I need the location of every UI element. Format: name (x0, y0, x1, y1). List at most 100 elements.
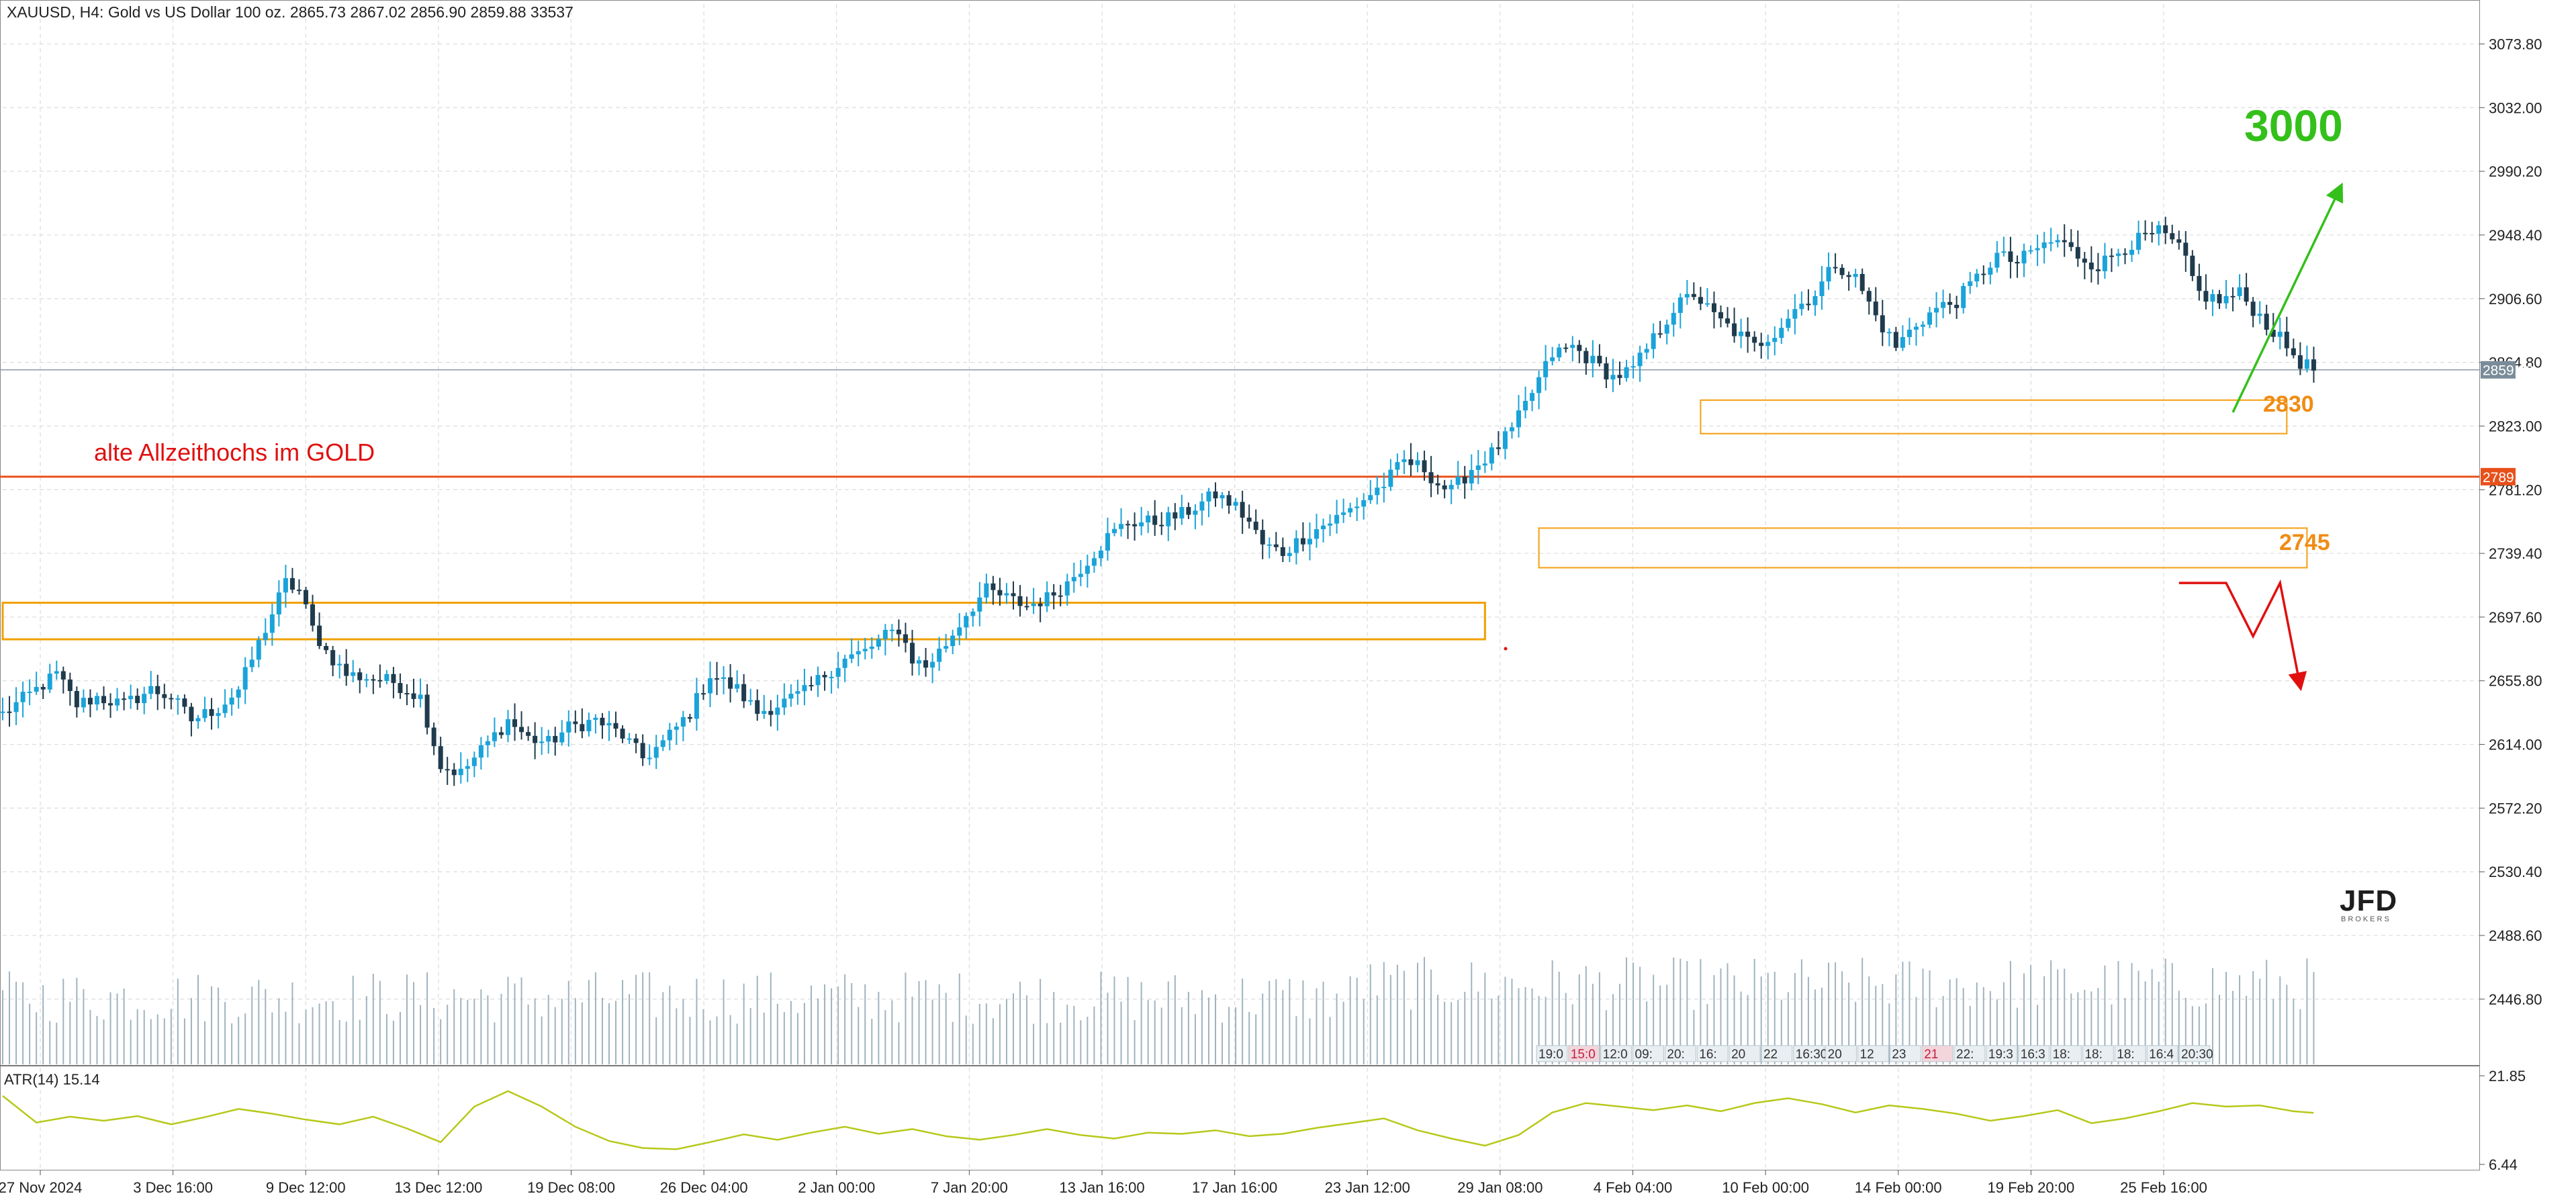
candle-bull (1799, 304, 1804, 310)
candle-bear (1253, 521, 1258, 530)
session-label: 18: (2053, 1048, 2070, 1062)
candle-bear (498, 732, 504, 735)
candle-bear (2150, 232, 2155, 234)
candle-bull (242, 667, 248, 690)
session-label: 16:30 (1796, 1048, 1828, 1062)
candle-bull (802, 685, 807, 692)
candle-bull (1341, 512, 1346, 515)
candle-bull (1004, 593, 1009, 596)
candle-bull (1961, 285, 1966, 308)
session-label: 22 (1763, 1048, 1778, 1062)
candle-bear (2250, 302, 2256, 316)
candle-bull (1502, 431, 1508, 449)
time-tick-label: 13 Dec 12:00 (394, 1179, 482, 1196)
candle-bear (2291, 348, 2296, 356)
candle-bull (1334, 514, 1340, 524)
candle-bull (276, 592, 281, 614)
candle-bear (1725, 318, 1731, 324)
candle-bear (330, 650, 336, 665)
candle-bear (1846, 275, 1851, 277)
candle-bull (1166, 512, 1171, 526)
session-label: 16:3 (2021, 1048, 2045, 1062)
candle-bull (1906, 329, 1912, 337)
candle-bull (2021, 250, 2027, 264)
candle-bull (81, 698, 86, 708)
candle-bear (1496, 447, 1501, 449)
candle-bull (1644, 349, 1649, 353)
candle-bear (2062, 240, 2067, 242)
session-box (2114, 1045, 2146, 1062)
candle-bear (411, 693, 416, 699)
candle-bull (2001, 251, 2007, 253)
candle-bull (283, 578, 288, 593)
target-up-arrow (2232, 182, 2344, 413)
candle-bull (13, 702, 19, 712)
zone-2830-label: 2830 (2263, 391, 2314, 417)
candle-bull (506, 719, 510, 735)
candle-bull (694, 693, 699, 719)
candle-bear (1442, 485, 1447, 490)
session-label: 16:4 (2149, 1048, 2174, 1062)
candle-bear (1428, 472, 1434, 483)
candle-bear (687, 717, 692, 719)
candle-bear (1617, 375, 1622, 378)
candle-bear (1152, 515, 1158, 525)
candle-bull (1786, 318, 1791, 328)
candle-bull (1550, 357, 1555, 361)
candle-bull (1913, 326, 1919, 330)
candle-bull (593, 717, 598, 720)
candle-bear (445, 769, 450, 771)
candle-bull (1105, 533, 1110, 551)
candle-bear (108, 703, 113, 706)
candle-bull (1968, 281, 1973, 286)
session-label: 19:0 (1538, 1048, 1563, 1062)
candle-bear (2183, 242, 2189, 256)
candle-bull (216, 712, 221, 717)
time-tick-label: 26 Dec 04:00 (660, 1179, 748, 1196)
candle-bull (1812, 296, 1818, 306)
candle-bull (1974, 273, 1980, 281)
candle-bear (1300, 538, 1305, 545)
session-label: 15:0 (1571, 1048, 1596, 1062)
candle-bear (1711, 303, 1716, 312)
candle-bull (471, 757, 477, 766)
candle-bull (1119, 524, 1124, 529)
candle-bear (1159, 524, 1164, 526)
time-tick-label: 3 Dec 16:00 (133, 1179, 213, 1196)
time-tick-label: 25 Feb 16:00 (2120, 1179, 2207, 1196)
price-tick-label: 2823.00 (2489, 418, 2542, 434)
chart-header: XAUUSD, H4: Gold vs US Dollar 100 oz. 28… (7, 3, 573, 21)
candle-bear (296, 590, 302, 592)
candle-bull (20, 692, 26, 702)
candle-bull (1570, 344, 1575, 349)
candle-bear (2008, 251, 2013, 263)
price-tick-label: 2697.60 (2489, 609, 2542, 626)
candle-bull (882, 630, 888, 639)
candle-bear (162, 694, 167, 698)
candle-bull (1921, 324, 1925, 327)
target-down-arrow (2178, 579, 2307, 692)
atr-label: ATR(14) 15.14 (4, 1071, 100, 1088)
candle-bear (620, 729, 625, 739)
candle-bear (1880, 315, 1885, 332)
price-tick-label: 2655.80 (2489, 673, 2542, 690)
candle-bull (566, 721, 571, 733)
candle-bull (1677, 297, 1683, 313)
candle-bull (1354, 506, 1360, 508)
candle-bear (1839, 267, 1845, 275)
candle-bull (748, 700, 753, 702)
candle-bear (1563, 347, 1569, 349)
price-tick-label: 2906.60 (2489, 291, 2542, 308)
candle-bear (2015, 262, 2020, 264)
candle-bull (256, 640, 261, 660)
candle-bear (2311, 359, 2316, 371)
time-tick-label: 23 Jan 12:00 (1325, 1179, 1410, 1196)
candle-bull (1328, 523, 1333, 526)
candle-bear (1866, 291, 1872, 302)
candle-bull (937, 648, 942, 662)
candle-bull (148, 686, 154, 694)
candle-bear (640, 743, 645, 759)
candle-bull (1401, 459, 1407, 463)
candle-bear (1583, 351, 1589, 363)
